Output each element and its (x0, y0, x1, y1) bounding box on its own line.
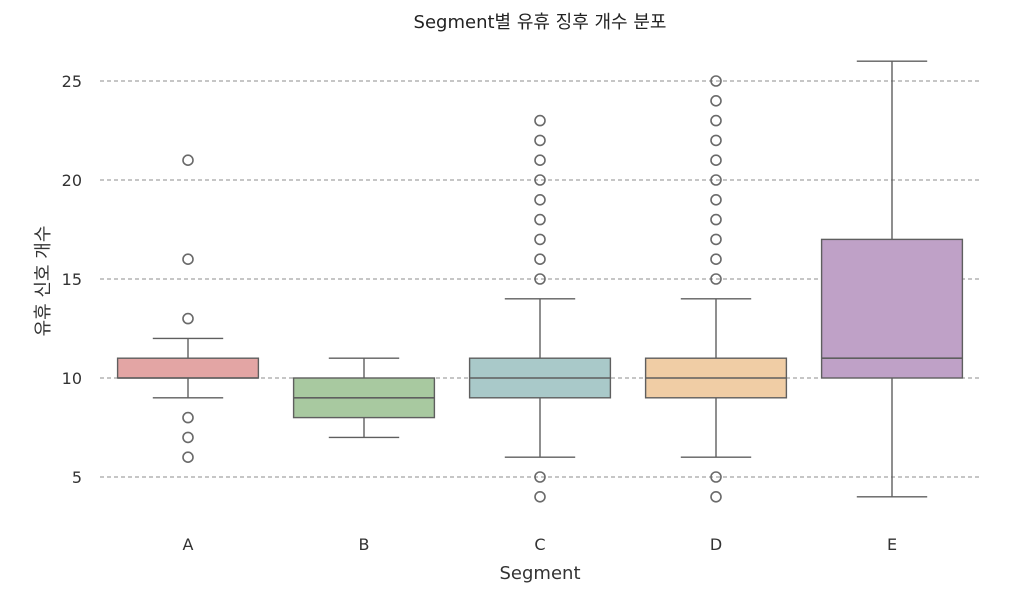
y-tick-label: 5 (72, 468, 82, 487)
box-group-a (116, 154, 260, 464)
boxplot-series (116, 60, 964, 503)
outlier-point (182, 411, 194, 424)
x-axis-label: Segment (500, 563, 581, 584)
box-group-c (468, 114, 612, 503)
outlier-point (534, 253, 546, 266)
outlier-point (710, 233, 722, 246)
outlier-point (534, 471, 546, 483)
outlier-point (534, 273, 546, 285)
y-tick-label: 25 (62, 72, 82, 91)
box-group-d (644, 75, 788, 503)
outlier-point (710, 75, 722, 87)
outlier-point (534, 114, 546, 127)
outlier-point (534, 233, 546, 246)
outlier-point (534, 194, 546, 206)
outlier-point (534, 154, 546, 166)
x-tick-label: D (710, 535, 722, 554)
x-tick-label: E (887, 535, 897, 554)
outlier-point (710, 194, 722, 206)
x-axis-ticks: A B C D E (183, 535, 898, 554)
outlier-point (182, 451, 194, 464)
outlier-point (534, 490, 546, 503)
x-tick-label: A (183, 535, 194, 554)
y-axis-ticks: 5 10 15 20 25 (62, 72, 82, 487)
outlier-point (710, 213, 722, 226)
x-tick-label: C (534, 535, 545, 554)
outlier-point (710, 273, 722, 285)
outlier-point (710, 471, 722, 483)
outlier-point (710, 134, 722, 147)
y-axis-label: 유휴 신호 개수 (33, 226, 54, 337)
outlier-point (710, 95, 722, 107)
box-iqr (820, 238, 964, 379)
outlier-point (182, 431, 194, 444)
x-tick-label: B (359, 535, 370, 554)
outlier-point (710, 154, 722, 166)
box-iqr (116, 357, 260, 379)
y-tick-label: 10 (62, 369, 82, 388)
y-tick-label: 15 (62, 270, 82, 289)
outlier-point (182, 253, 194, 266)
outlier-point (182, 312, 194, 325)
chart-title: Segment별 유휴 징후 개수 분포 (414, 12, 667, 33)
box-group-e (820, 60, 964, 498)
outlier-point (710, 114, 722, 127)
outlier-point (710, 174, 722, 186)
outlier-point (534, 134, 546, 147)
outlier-point (710, 490, 722, 503)
box-group-b (292, 357, 436, 439)
y-tick-label: 20 (62, 171, 82, 190)
outlier-point (710, 253, 722, 266)
outlier-point (182, 154, 194, 166)
outlier-point (534, 174, 546, 186)
outlier-point (534, 213, 546, 226)
